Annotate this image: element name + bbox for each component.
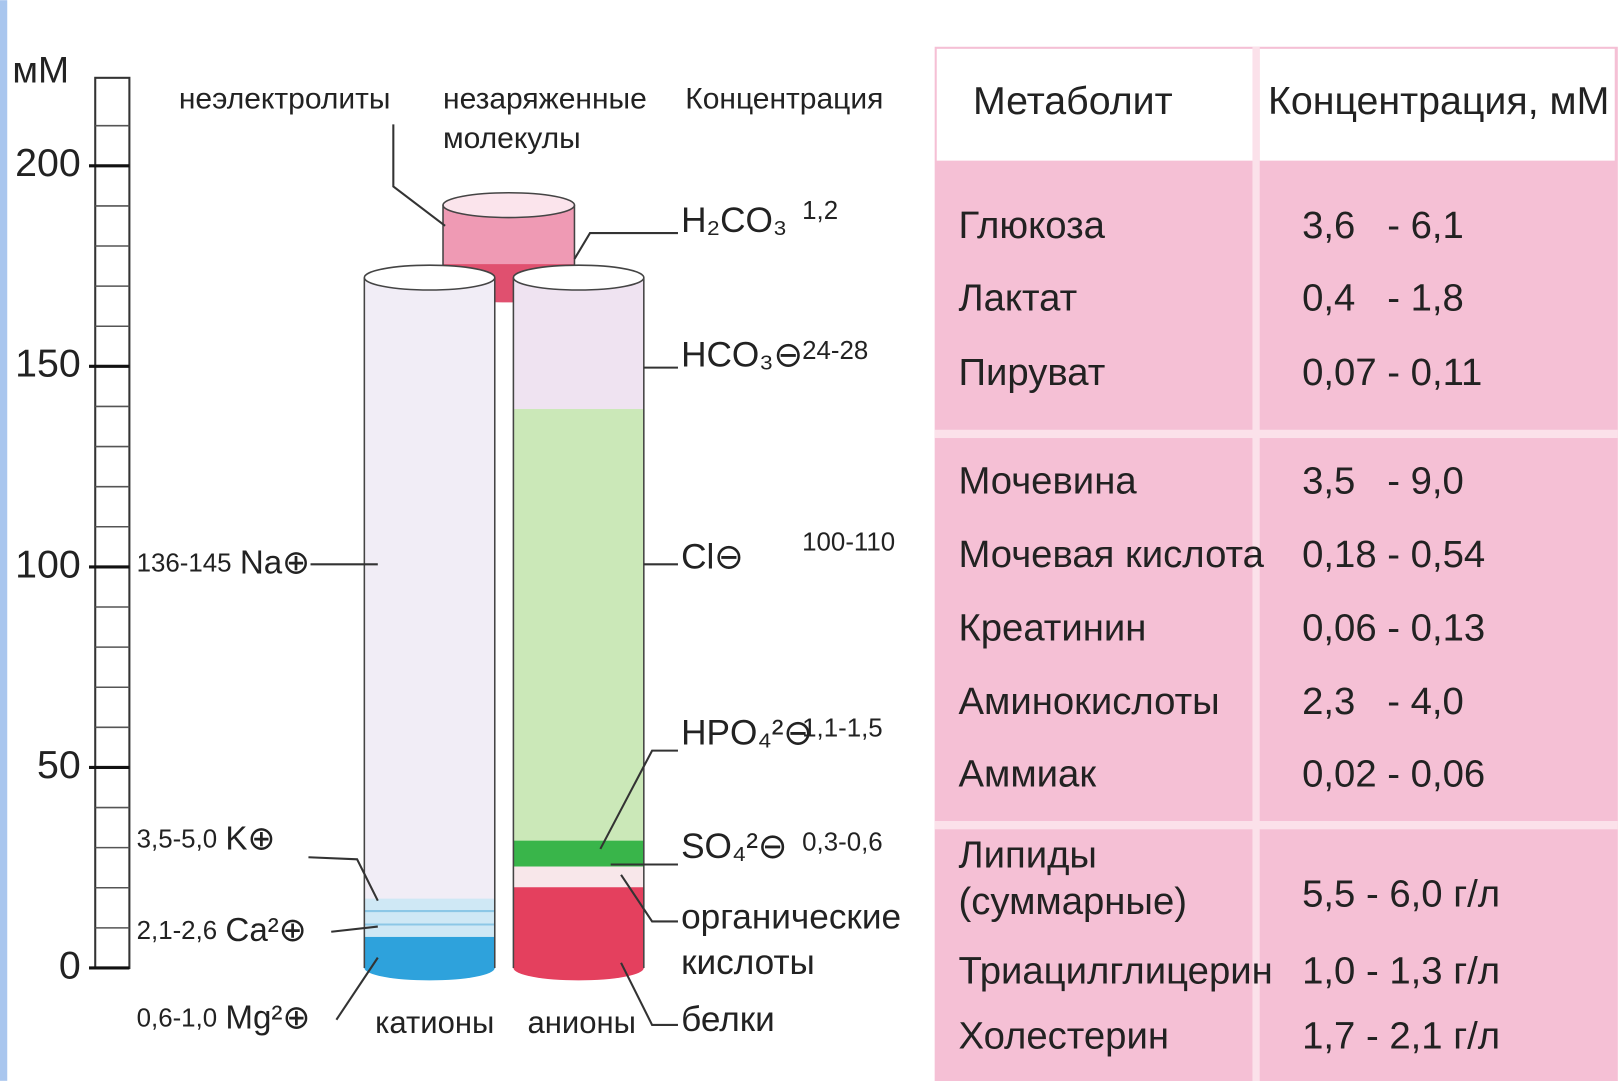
table-cell: 0,02 - 0,06 — [1302, 753, 1485, 796]
scale-tick-label: 200 — [15, 141, 81, 185]
cation-label: 136-145 Na⊕ — [137, 544, 310, 581]
cation-ion: Na⊕ — [240, 544, 310, 581]
heading: неэлектролиты — [179, 83, 391, 116]
cation-range: 2,1-2,6 — [137, 917, 218, 945]
heading: Концентрация — [685, 83, 883, 116]
table-cell: 2,3 - 4,0 — [1302, 680, 1464, 723]
anion-column — [513, 265, 643, 980]
scale-tick-label: 100 — [15, 542, 81, 586]
scale-tick-label: 0 — [59, 943, 81, 987]
anion-ion: HPO₄²⊖ — [681, 713, 813, 752]
cation-ion: Mg²⊕ — [225, 999, 310, 1036]
anion-range: 100-110 — [802, 528, 895, 556]
table-header: Концентрация, мМ — [1268, 79, 1609, 123]
table-cell: Лактат — [958, 276, 1077, 319]
table-cell: Аммиак — [958, 753, 1096, 796]
anion-range: 24-28 — [802, 337, 868, 365]
table-cell: Пируват — [958, 351, 1105, 394]
scale-unit: мМ — [12, 48, 69, 90]
table-cell: 0,18 - 0,54 — [1302, 533, 1485, 576]
table-cell: 5,5 - 6,0 г/л — [1302, 873, 1500, 916]
cation-range: 3,5-5,0 — [137, 826, 218, 854]
left-border — [0, 0, 7, 1081]
anion-range: 1,2 — [802, 197, 838, 225]
scale-tick-label: 50 — [37, 743, 81, 787]
table-cell: Мочевая кислота — [958, 533, 1264, 576]
cation-column — [364, 265, 494, 980]
table-cell: 0,06 - 0,13 — [1302, 607, 1485, 650]
heading: незаряженные — [443, 83, 647, 116]
anion-ion: кислоты — [681, 943, 815, 982]
scale-tick-label: 150 — [15, 342, 81, 386]
table-cell: 1,0 - 1,3 г/л — [1302, 949, 1500, 992]
table-cell: 3,6 - 6,1 — [1302, 204, 1464, 247]
table-cell: 0,4 - 1,8 — [1302, 276, 1464, 319]
anion-ion: HCO₃⊖ — [681, 336, 803, 375]
table-cell: Мочевина — [958, 460, 1137, 503]
anion-ion: H₂CO₃ — [681, 201, 787, 240]
anion-ion: органические — [681, 898, 901, 937]
table-cell: Аминокислоты — [958, 680, 1219, 723]
diagram: мМ 200 150 100 50 0 неэлектролиты незаряженные м… — [0, 0, 1623, 1081]
column-label: анионы — [527, 1005, 635, 1040]
cation-ion: Ca²⊕ — [225, 912, 306, 949]
table-cell: Липиды — [958, 833, 1096, 876]
cation-range: 0,6-1,0 — [137, 1005, 218, 1033]
anion-ion: SO₄²⊖ — [681, 827, 787, 866]
table-cell: Глюкоза — [958, 204, 1105, 247]
column-label: катионы — [375, 1005, 494, 1040]
anion-ion: белки — [681, 1000, 775, 1039]
ruler — [95, 78, 129, 968]
anion-range: 1,1-1,5 — [802, 715, 883, 743]
table-header: Метаболит — [973, 79, 1173, 123]
ruler-divisions — [95, 126, 129, 928]
heading: молекулы — [443, 122, 581, 155]
anion-ion: Cl⊖ — [681, 537, 744, 576]
table-cell: Триацилглицерин — [958, 949, 1272, 992]
table-cell: 0,07 - 0,11 — [1302, 351, 1482, 394]
cation-range: 136-145 — [137, 549, 232, 577]
table-cell: 1,7 - 2,1 г/л — [1302, 1014, 1500, 1057]
table-cell: Креатинин — [958, 607, 1146, 650]
table-cell: (суммарные) — [958, 880, 1187, 923]
table-cell: Холестерин — [958, 1014, 1169, 1057]
cation-ion: K⊕ — [225, 820, 275, 857]
anion-range: 0,3-0,6 — [802, 829, 883, 857]
table-cell: 3,5 - 9,0 — [1302, 460, 1464, 503]
